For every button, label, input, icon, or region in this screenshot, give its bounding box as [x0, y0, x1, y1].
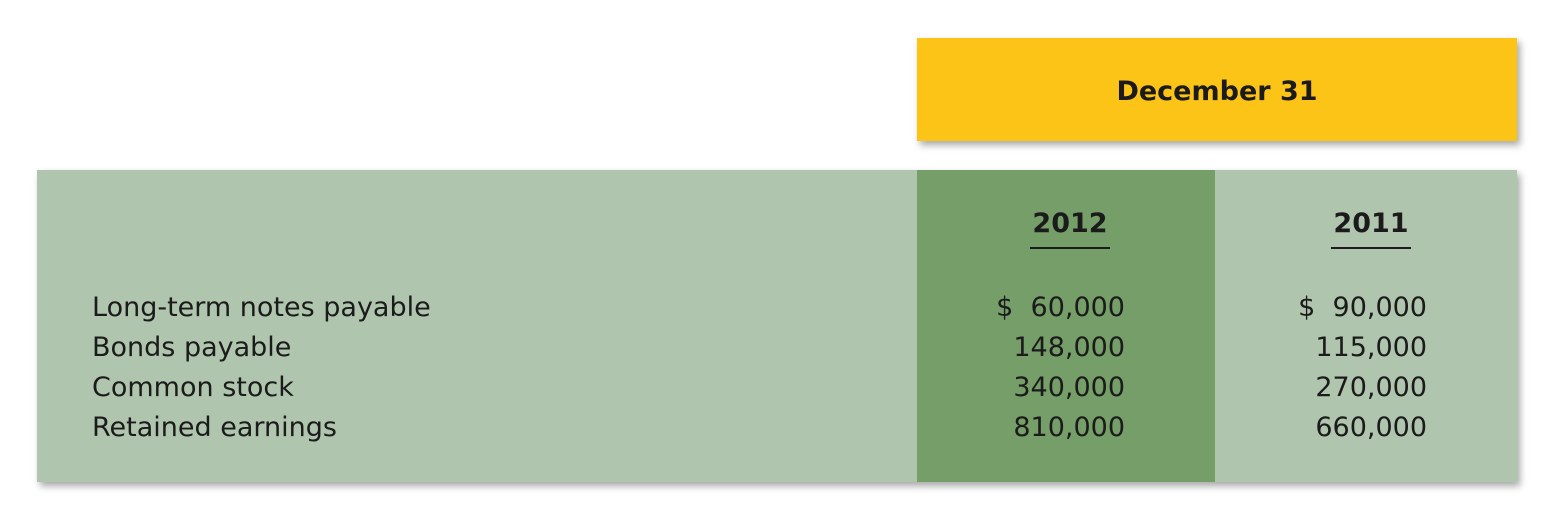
table-row: Long-term notes payable $ 60,000 $ 90,00…: [37, 288, 1517, 328]
value-2011: 115,000: [1315, 332, 1427, 363]
date-header-title: December 31: [1116, 76, 1318, 107]
value-2012: 148,000: [1013, 332, 1125, 363]
table-row: Retained earnings 810,000 660,000: [37, 408, 1517, 448]
highlight-column-2012: [917, 170, 1215, 482]
column-header-2011: 2011: [1331, 208, 1411, 249]
value-2011: $ 90,000: [1298, 292, 1427, 323]
row-label: Long-term notes payable: [92, 292, 431, 323]
table-row: Common stock 340,000 270,000: [37, 368, 1517, 408]
value-2012: 340,000: [1013, 372, 1125, 403]
value-2012: $ 60,000: [996, 292, 1125, 323]
value-2011: 270,000: [1315, 372, 1427, 403]
balance-table: 2012 2011 Long-term notes payable $ 60,0…: [37, 170, 1517, 482]
row-label: Bonds payable: [92, 332, 292, 363]
row-label: Common stock: [92, 372, 294, 403]
value-2012: 810,000: [1013, 412, 1125, 443]
row-label: Retained earnings: [92, 412, 337, 443]
value-2011: 660,000: [1315, 412, 1427, 443]
date-header-band: December 31: [917, 38, 1517, 141]
table-body: Long-term notes payable $ 60,000 $ 90,00…: [37, 288, 1517, 448]
table-row: Bonds payable 148,000 115,000: [37, 328, 1517, 368]
column-header-2012: 2012: [1030, 208, 1110, 249]
